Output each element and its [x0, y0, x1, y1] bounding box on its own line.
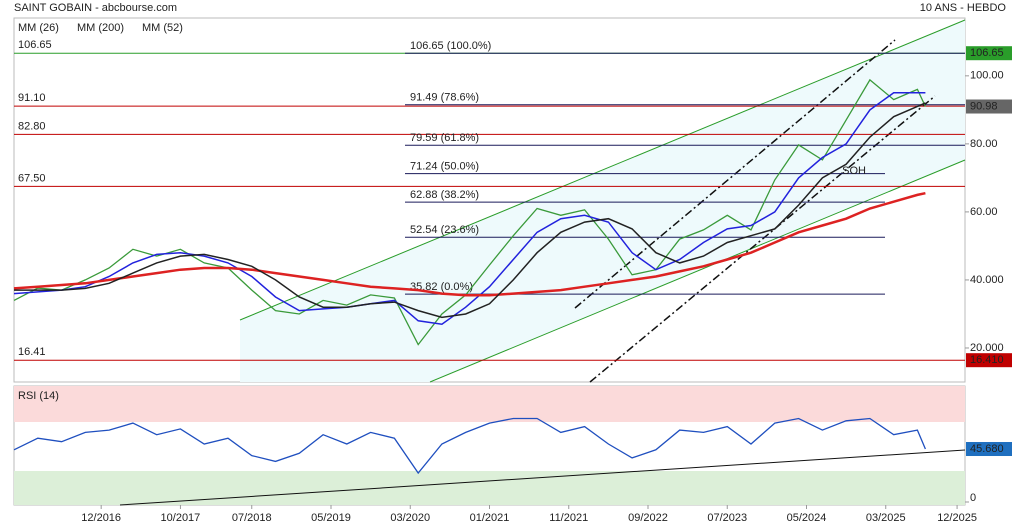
level-label: 82.80	[18, 120, 46, 132]
x-tick-label: 11/2021	[549, 512, 588, 524]
y-tick-label: 80.00	[970, 138, 998, 150]
x-tick-label: 09/2022	[628, 512, 668, 524]
trend-line	[589, 95, 936, 383]
fibo-label: 106.65 (100.0%)	[410, 40, 491, 52]
y-tick-label: 40.000	[970, 274, 1004, 286]
series-line	[13, 92, 926, 325]
x-tick-label: 12/2025	[937, 512, 977, 524]
annotation: SOH	[842, 165, 866, 177]
value-marker-label: 106.65	[970, 47, 1004, 59]
x-tick-label: 03/2020	[390, 512, 430, 524]
level-label: 67.50	[18, 172, 46, 184]
series-line	[13, 191, 926, 297]
rsi-trend-line	[119, 449, 966, 506]
x-tick-label: 07/2023	[707, 512, 747, 524]
value-marker	[966, 353, 1012, 368]
value-marker-label: 90.98	[970, 100, 998, 112]
y-tick-label: 20.000	[970, 342, 1004, 354]
series-line	[13, 78, 926, 346]
x-tick-label: 01/2021	[470, 512, 510, 524]
y-tick-label: 100.00	[970, 70, 1004, 82]
x-tick-label: 12/2016	[81, 512, 121, 524]
y-tick-label: 60.00	[970, 206, 998, 218]
channel-line	[429, 159, 966, 383]
rsi-overbought-zone	[14, 386, 965, 422]
value-marker	[966, 46, 1012, 61]
value-marker-label: 16.410	[970, 354, 1004, 366]
series-line	[14, 102, 926, 319]
legend-entry: MM (26)	[18, 22, 59, 34]
x-tick-label: 05/2019	[311, 512, 351, 524]
period: 10 ANS - HEBDO	[920, 2, 1007, 14]
fibo-label: 91.49 (78.6%)	[410, 92, 479, 104]
x-tick-label: 10/2017	[161, 512, 201, 524]
level-label: 91.10	[18, 92, 46, 104]
y-tick-label: 0	[970, 492, 976, 504]
level-label: 16.41	[18, 346, 46, 358]
chart-title: SAINT GOBAIN - abcbourse.com	[14, 2, 177, 14]
x-tick-label: 07/2018	[232, 512, 272, 524]
value-marker-label: 45.680	[970, 443, 1004, 455]
x-tick-label: 05/2024	[787, 512, 827, 524]
channel-line	[239, 19, 966, 321]
legend-entry: MM (200)	[77, 22, 124, 34]
level-label: 106.65	[18, 39, 52, 51]
fibo-label: 79.59 (61.8%)	[410, 132, 479, 144]
rsi-title: RSI (14)	[18, 390, 59, 402]
value-marker	[966, 99, 1012, 114]
fibo-label: 62.88 (38.2%)	[410, 189, 479, 201]
value-marker	[966, 442, 1012, 457]
fibo-label: 52.54 (23.6%)	[410, 224, 479, 236]
rsi-oversold-zone	[14, 471, 965, 505]
x-tick-label: 03/2025	[866, 512, 906, 524]
legend-entry: MM (52)	[142, 22, 183, 34]
fibo-label: 71.24 (50.0%)	[410, 161, 479, 173]
series-line	[13, 417, 926, 475]
